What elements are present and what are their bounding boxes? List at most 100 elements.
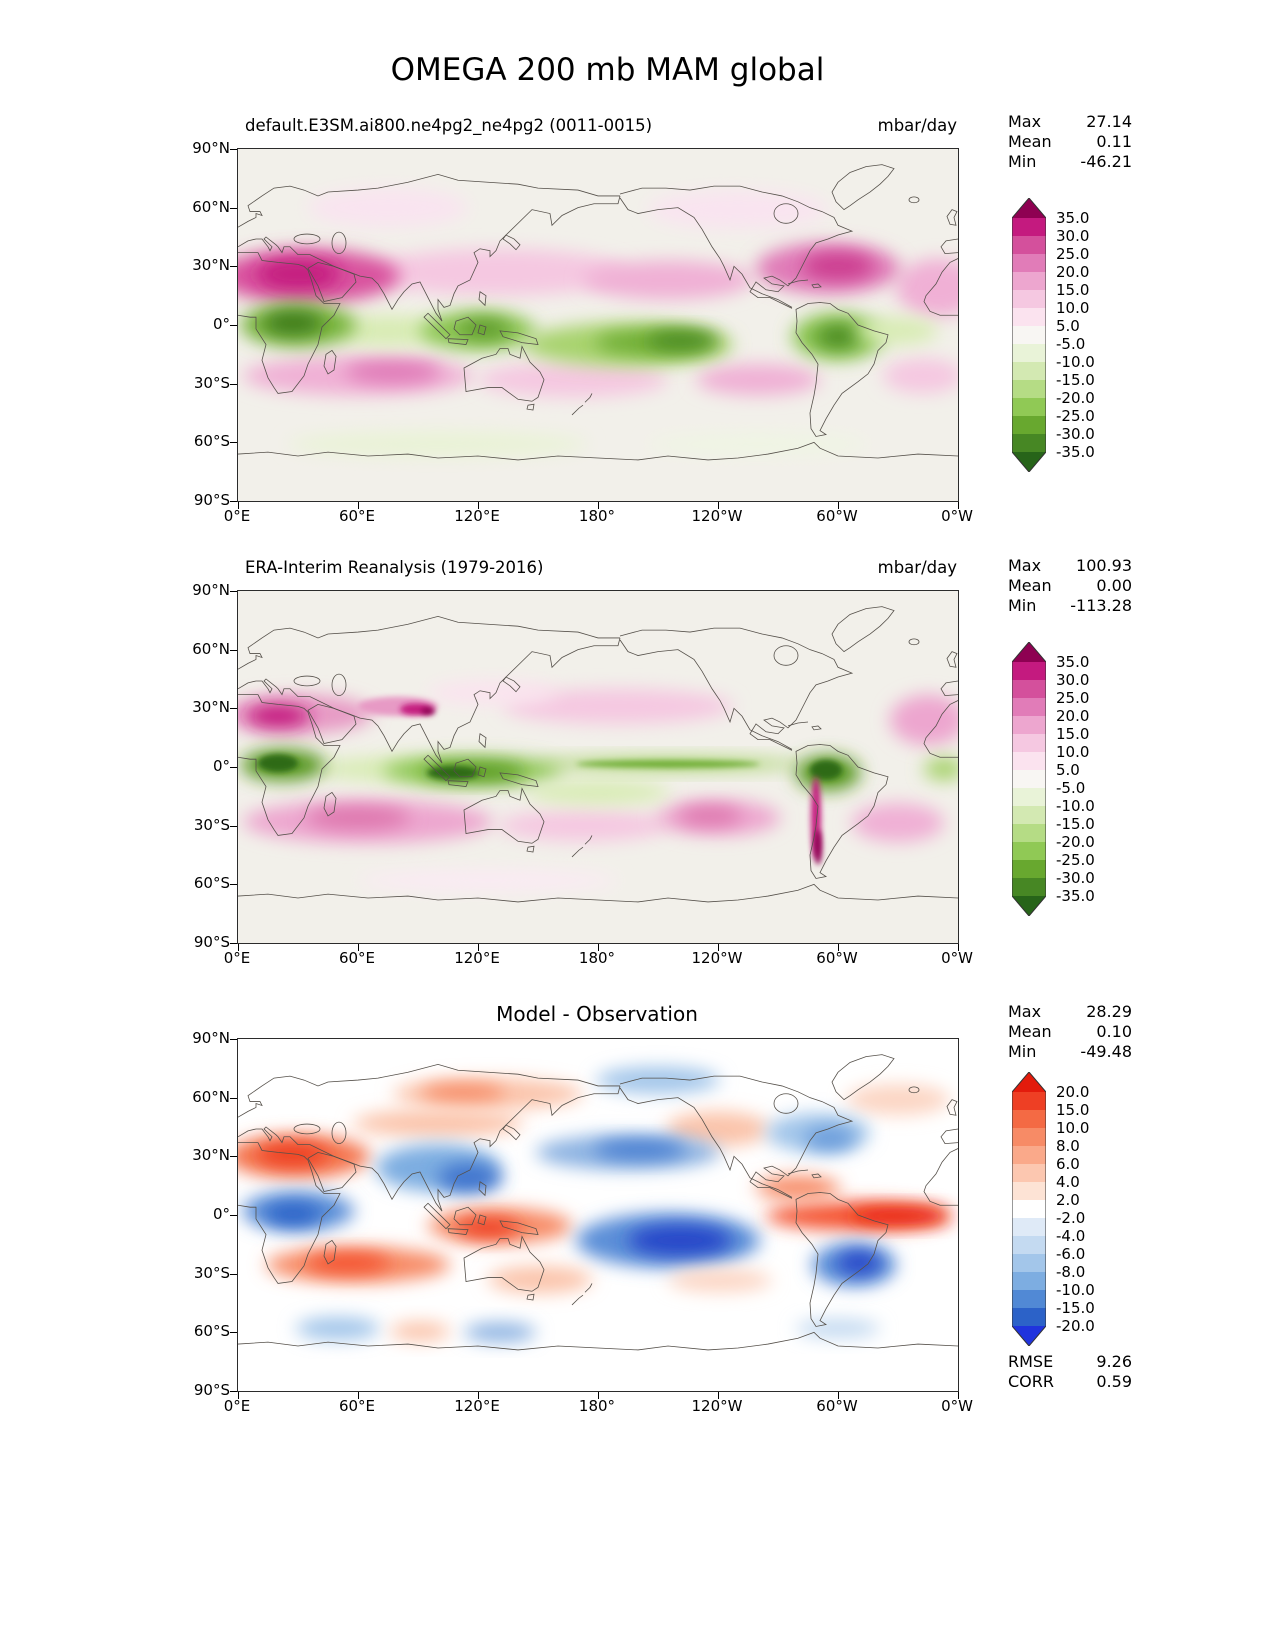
lon-tick-label: 120°W [691,507,743,525]
colorbar-tick-label: 20.0 [1056,707,1090,725]
coastlines [238,164,958,461]
lat-tick-label: 90°N [192,1029,230,1047]
lat-tick-label: 30°S [193,373,230,392]
lat-tick-label: 60°N [192,1087,230,1106]
colorbar-tick-label: 25.0 [1056,245,1090,263]
lon-tick-label: 120°W [691,1397,743,1415]
lat-tick-label: 30°S [193,815,230,834]
lat-tick-mark [230,649,237,651]
lat-tick-mark [230,1097,237,1099]
panel2-subtitle: ERA-Interim Reanalysis (1979-2016) [245,558,544,577]
field-blob [246,704,310,728]
field-blob [428,680,558,705]
lat-tick-label: 60°S [193,1322,230,1341]
field-blob [526,780,670,805]
lon-tick-mark [718,502,719,509]
lon-tick-mark [598,944,599,951]
colorbar-tick-label: -2.0 [1056,1209,1086,1227]
field-blob [678,806,742,826]
field-blob [498,810,668,842]
lat-tick-mark [230,943,237,944]
colorbar-swatch [1011,1071,1047,1347]
panel1-colorbar: 35.0 30.0 25.0 20.0 15.0 10.0 5.0 -5.0 -10.0 -15.… [1011,197,1162,476]
metric-row: CORR 0.59 [1008,1372,1132,1392]
contour-field [238,1066,950,1343]
contour-field [238,680,958,891]
field-blob [858,317,938,345]
panel3-lat-axis: 90°N 60°N 30°N 0° 30°S 60°S 90°S [182,1029,230,1399]
lon-tick-label: 0°W [941,949,973,967]
lon-tick-label: 0°E [223,949,251,967]
lat-tick-mark [230,149,237,150]
lat-tick-label: 90°S [193,933,230,951]
lat-tick-label: 60°N [192,639,230,658]
lon-tick-label: 0°E [223,1397,251,1415]
lat-tick-mark [230,1391,237,1392]
lat-tick-mark [230,591,237,592]
colorbar-tick-label: -20.0 [1056,833,1095,851]
panel3-stats: Max 28.29 Mean 0.10 Min -49.48 [1008,1002,1132,1062]
lon-tick-mark [838,502,839,509]
colorbar-tick-label: 10.0 [1056,743,1090,761]
lat-tick-mark [230,501,237,502]
stat-row: Max 28.29 [1008,1002,1132,1022]
panel1-subtitle: default.E3SM.ai800.ne4pg2_ne4pg2 (0011-0… [245,116,653,135]
colorbar-tick-label: -10.0 [1056,1281,1095,1299]
colorbar-tick-label: 15.0 [1056,725,1090,743]
lon-tick-mark [238,502,239,509]
stat-row: Mean 0.11 [1008,132,1132,152]
stat-label: Max [1008,112,1042,131]
field-blob [256,258,340,290]
lat-tick-mark [230,1215,237,1216]
stat-label: Min [1008,1042,1037,1061]
colorbar-tick-label: -30.0 [1056,425,1095,443]
panel1-map [230,148,959,509]
stat-label: Max [1008,556,1042,575]
metric-label: RMSE [1008,1352,1054,1371]
lat-tick-label: 90°N [192,139,230,157]
stat-label: Min [1008,152,1037,171]
colorbar-tick-label: 20.0 [1056,263,1090,281]
lon-tick-mark [958,944,959,951]
panel1-lat-axis: 90°N 60°N 30°N 0° 30°S 60°S 90°S [182,139,230,509]
lon-tick-label: 120°W [691,949,743,967]
lon-tick-mark [598,502,599,509]
lon-tick-mark [958,502,959,509]
panel1-stats: Max 27.14 Mean 0.11 Min -46.21 [1008,112,1132,172]
field-blob [345,360,441,384]
panel2-lat-axis: 90°N 60°N 30°N 0° 30°S 60°S 90°S [182,581,230,951]
lat-tick-mark [230,825,237,827]
lon-tick-label: 60°E [338,507,376,525]
lat-tick-mark [230,266,237,268]
lat-tick-mark [230,207,237,209]
field-blob [353,1109,523,1137]
colorbar-tick-label: -10.0 [1056,797,1095,815]
lon-tick-mark [718,1392,719,1399]
contour-field [238,188,958,457]
lat-tick-label: 90°N [192,581,230,599]
colorbar-tick-label: 5.0 [1056,761,1080,779]
field-blob [883,358,958,394]
coastlines [238,606,958,903]
field-blob [924,757,958,781]
lon-tick-mark [238,944,239,951]
field-blob [306,806,410,830]
stat-label: Mean [1008,1022,1052,1041]
lon-tick-label: 120°E [454,949,500,967]
panel2-map-svg [238,591,958,943]
stat-value: 27.14 [1086,112,1132,131]
field-blob [810,760,842,780]
panel1-map-svg [238,149,958,501]
lon-tick-mark [478,944,479,951]
lon-tick-label: 120°E [454,1397,500,1415]
lat-tick-mark [230,1039,237,1040]
colorbar-tick-label: 30.0 [1056,671,1090,689]
colorbar-tick-label: -25.0 [1056,407,1095,425]
colorbar-tick-label: -35.0 [1056,887,1095,905]
colorbar-tick-label: 35.0 [1056,653,1090,671]
colorbar-tick-label: -8.0 [1056,1263,1086,1281]
panel3-lon-axis: 0°E 60°E 120°E 180° 120°W 60°W 0°W [224,1391,973,1415]
lon-tick-label: 0°E [223,507,251,525]
panel1-lon-axis: 0°E 60°E 120°E 180° 120°W 60°W 0°W [224,501,973,525]
